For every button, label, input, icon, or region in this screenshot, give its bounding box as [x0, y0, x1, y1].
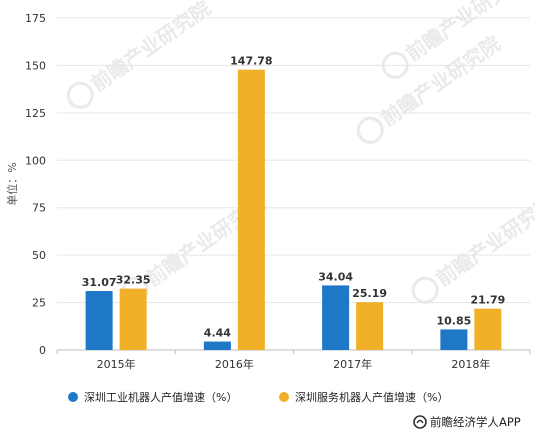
data-label: 21.79 — [470, 294, 505, 307]
y-tick-label: 0 — [39, 344, 46, 357]
brand-footer: 前瞻经济学人APP — [413, 415, 521, 429]
x-tick-label: 2018年 — [451, 357, 490, 371]
bar — [85, 291, 113, 350]
data-label: 34.04 — [318, 270, 353, 283]
legend-marker-service — [279, 392, 289, 402]
y-tick-label: 150 — [25, 59, 46, 72]
bar — [322, 285, 350, 350]
y-tick-label: 75 — [32, 202, 46, 215]
svg-text:前瞻产业研究院: 前瞻产业研究院 — [431, 191, 535, 291]
y-tick-label: 50 — [32, 249, 46, 262]
data-label: 10.85 — [436, 314, 471, 327]
watermark: 前瞻产业研究院 — [66, 0, 215, 109]
x-tick-label: 2015年 — [97, 357, 136, 371]
x-tick-label: 2017年 — [333, 357, 372, 371]
qianzhan-logo-icon — [413, 415, 427, 429]
legend: 深圳工业机器人产值增速（%） 深圳服务机器人产值增速（%） — [68, 390, 448, 404]
legend-label-service: 深圳服务机器人产值增速（%） — [295, 390, 448, 404]
bar — [237, 69, 265, 350]
x-axis-ticks: 2015年 2016年 2017年 2018年 — [56, 350, 531, 371]
svg-text:前瞻产业研究院: 前瞻产业研究院 — [86, 0, 214, 96]
bar — [119, 288, 147, 350]
bar — [356, 302, 384, 350]
watermark: 前瞻产业研究院 — [411, 191, 535, 304]
legend-label-industrial: 深圳工业机器人产值增速（%） — [84, 390, 237, 404]
data-label: 4.44 — [204, 327, 231, 340]
y-tick-label: 25 — [32, 297, 46, 310]
y-tick-label: 175 — [25, 12, 46, 25]
bars — [85, 69, 502, 350]
bar — [474, 308, 502, 350]
y-axis-ticks: 0 25 50 75 100 125 150 175 — [25, 12, 46, 357]
data-labels: 31.07 32.35 4.44 147.78 34.04 25.19 10.85 21.79 — [82, 55, 506, 340]
x-tick-label: 2016年 — [215, 357, 254, 371]
brand-text: 前瞻经济学人APP — [430, 415, 521, 429]
data-label: 32.35 — [116, 274, 151, 287]
y-tick-label: 125 — [25, 107, 46, 120]
bar — [203, 341, 231, 350]
bar — [440, 329, 468, 350]
data-label: 25.19 — [352, 287, 387, 300]
data-label: 147.78 — [230, 55, 272, 68]
y-axis-label: 单位：% — [5, 162, 19, 205]
y-tick-label: 100 — [25, 154, 46, 167]
gridlines — [57, 17, 530, 304]
data-label: 31.07 — [82, 276, 117, 289]
legend-marker-industrial — [68, 392, 78, 402]
